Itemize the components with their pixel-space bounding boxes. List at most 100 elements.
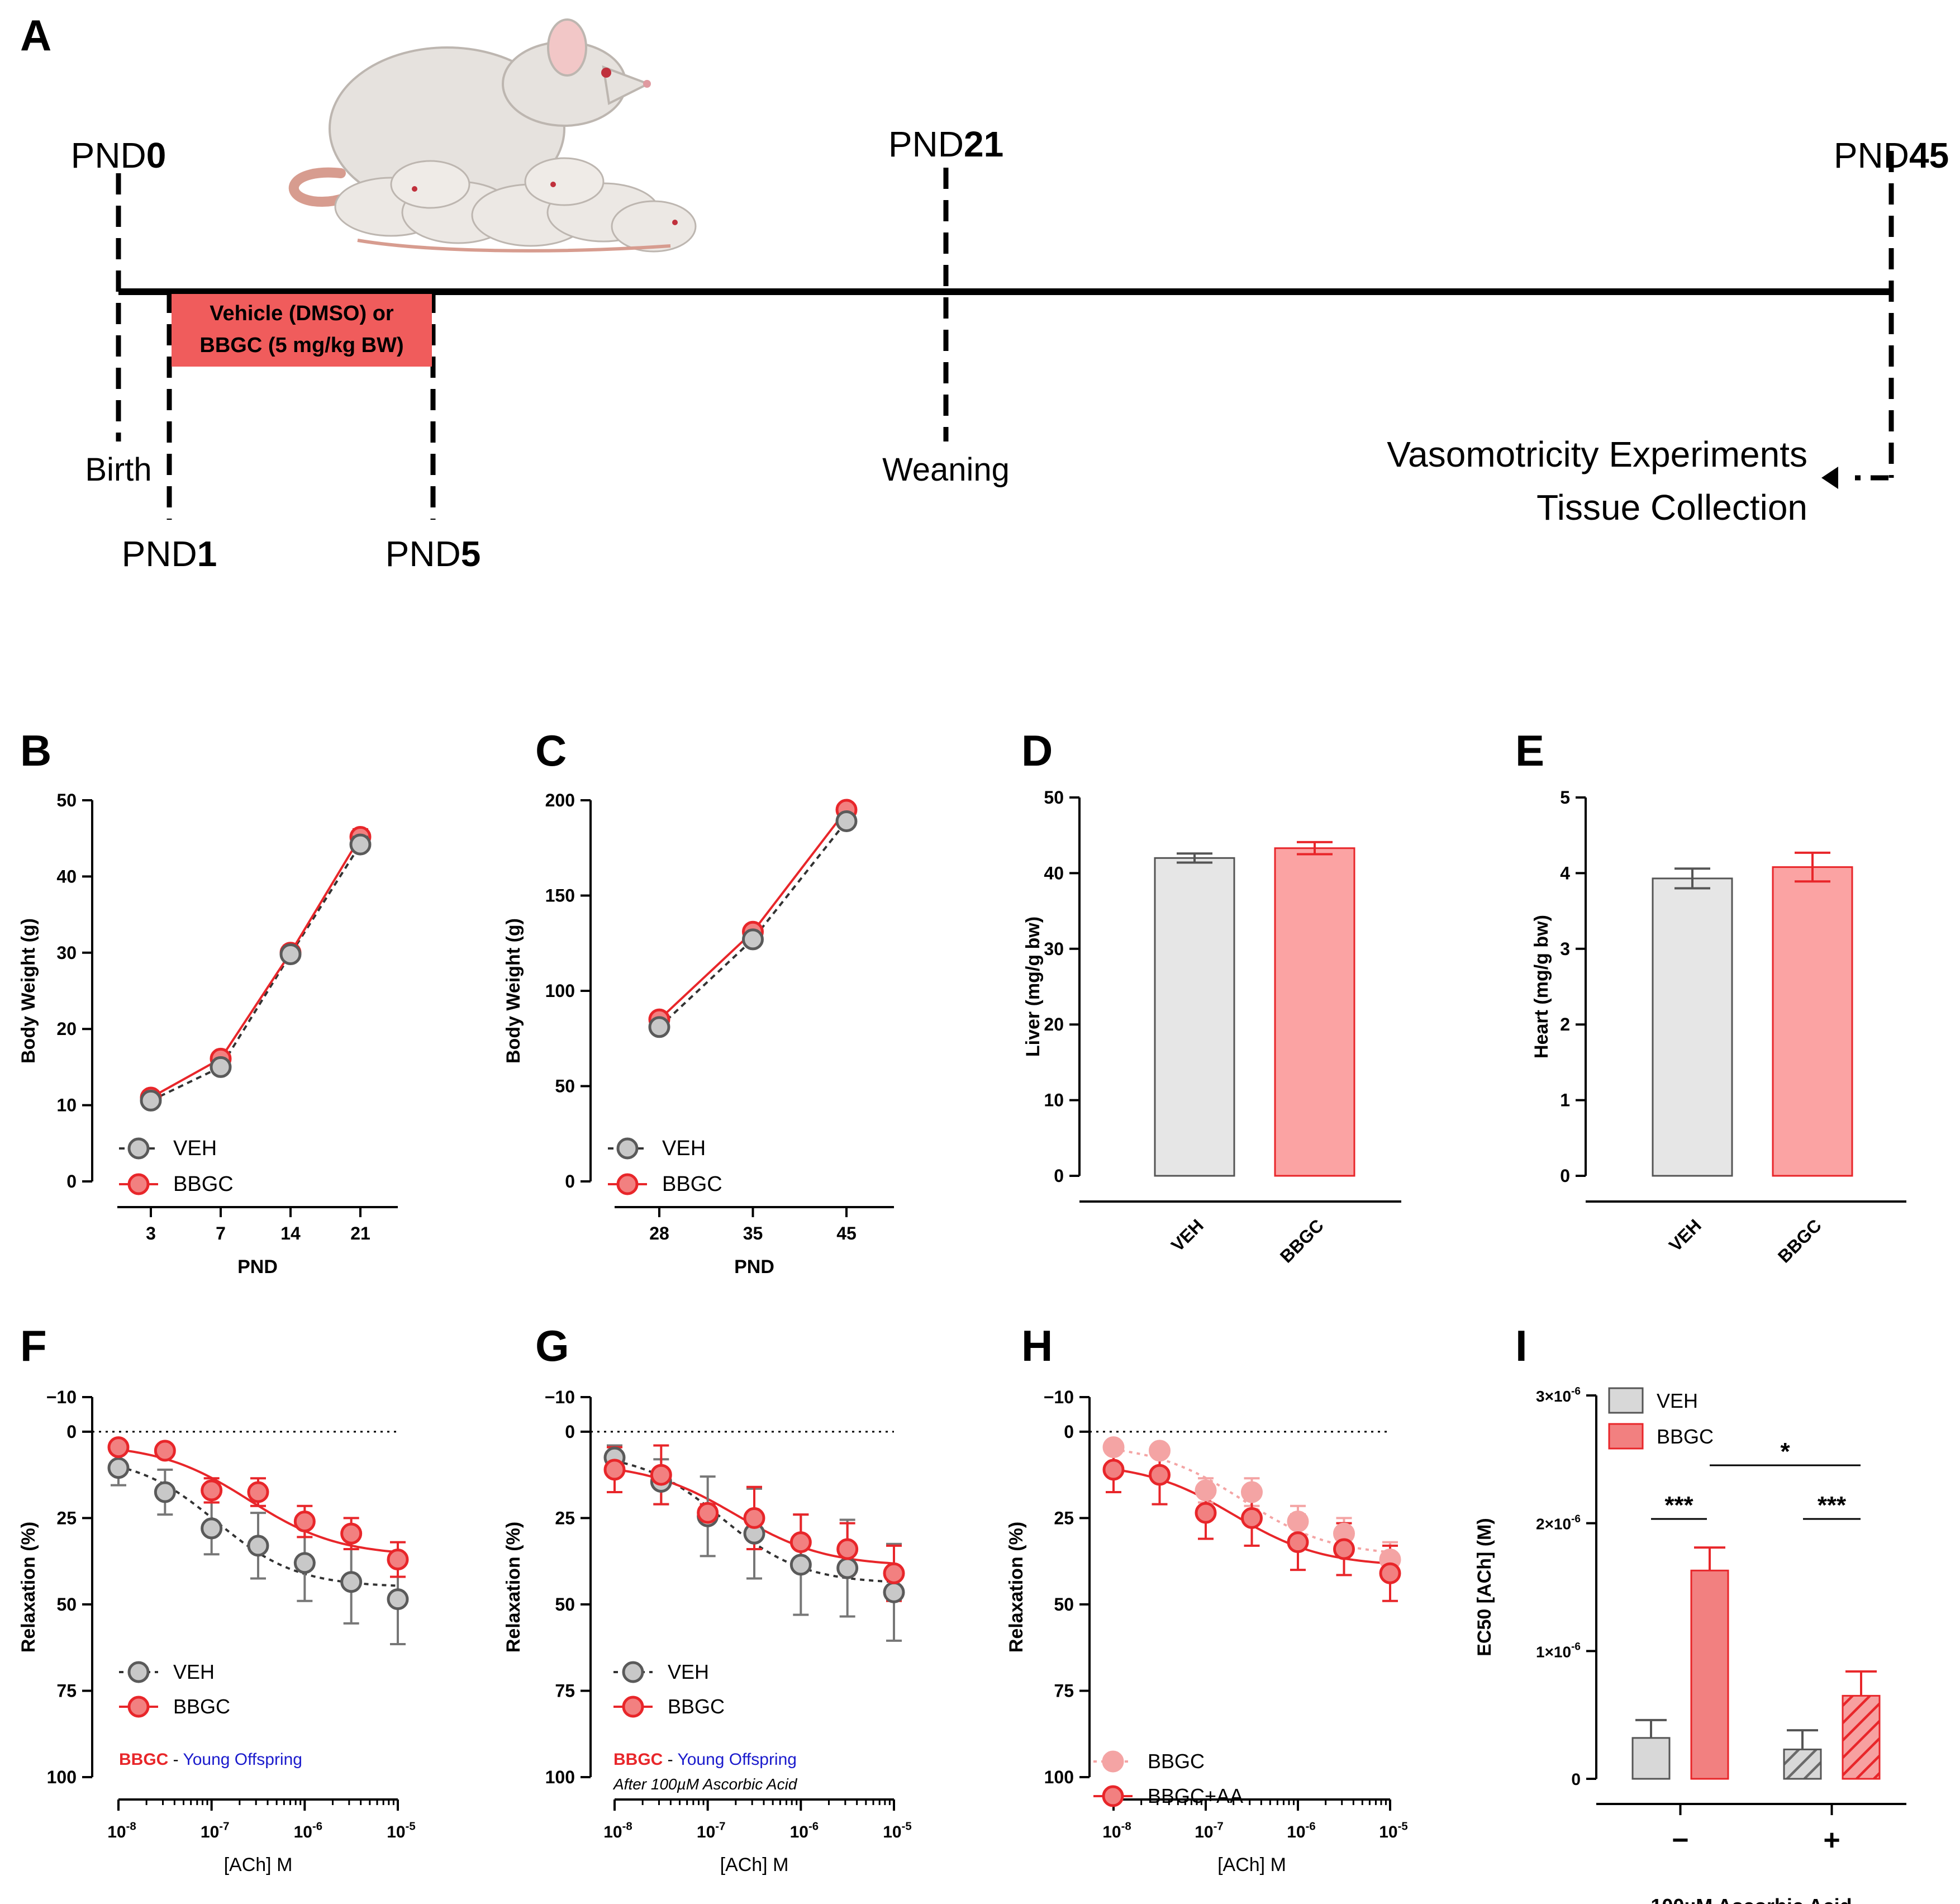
data-point-bbgc xyxy=(387,1549,409,1571)
x-tick-label: 14 xyxy=(280,1223,301,1243)
legend-label: BBGC xyxy=(1657,1425,1714,1448)
x-axis-label: [ACh] M xyxy=(720,1854,789,1875)
y-tick-label: 25 xyxy=(56,1508,77,1528)
panel-letter-b: B xyxy=(20,726,51,775)
y-tick-label: −10 xyxy=(1044,1387,1074,1407)
data-point-veh xyxy=(349,833,372,856)
x-tick-label: 10-5 xyxy=(883,1821,912,1842)
legend-label: BBGC xyxy=(662,1172,722,1196)
data-point-veh xyxy=(883,1581,905,1603)
series-line-bbgc xyxy=(150,836,361,1099)
data-point-bbgc xyxy=(883,1562,905,1584)
x-tick-label: 10-7 xyxy=(697,1821,726,1842)
y-tick-label: 75 xyxy=(56,1680,77,1701)
data-point-veh xyxy=(648,1016,670,1038)
x-tick-label: 21 xyxy=(350,1223,370,1243)
data-point-bbgc+aa xyxy=(1149,1464,1171,1486)
data-point-bbgc+aa xyxy=(1195,1502,1217,1524)
y-tick-label: 75 xyxy=(555,1680,575,1701)
bar-veh xyxy=(1154,857,1235,1177)
x-tick-label: 28 xyxy=(649,1223,669,1243)
panel-g-chart: G −10 0 25 50 75 100 10-8 10-7 10-6 10-5 [ACh] M Rel… xyxy=(503,1321,912,1875)
panel-letter-h: H xyxy=(1021,1321,1053,1370)
y-tick-label: 50 xyxy=(555,1594,575,1615)
pnd5-label: PND5 xyxy=(386,534,481,574)
data-point-veh xyxy=(107,1457,130,1479)
legend-marker xyxy=(622,1696,644,1718)
y-tick-label: 100 xyxy=(47,1767,77,1787)
data-point-veh xyxy=(387,1588,409,1611)
x-tick-label: 10-8 xyxy=(107,1821,136,1842)
y-axis-label: Heart (mg/g bw) xyxy=(1531,915,1552,1058)
x-axis-label: PND xyxy=(734,1256,774,1278)
data-point-veh xyxy=(140,1089,162,1112)
data-point-bbgc xyxy=(743,1507,765,1529)
data-point-bbgc xyxy=(1149,1440,1171,1462)
x-tick-label: 10-8 xyxy=(603,1821,632,1842)
data-point-bbgc+aa xyxy=(1379,1562,1401,1584)
y-tick-label: 30 xyxy=(56,943,77,963)
y-tick-label: 150 xyxy=(545,886,575,906)
y-tick-label: 50 xyxy=(555,1076,575,1096)
legend-label: VEH xyxy=(1657,1389,1698,1412)
data-point-bbgc xyxy=(154,1440,176,1462)
y-tick-label: 30 xyxy=(1044,939,1064,959)
data-point-bbgc+aa xyxy=(1102,1459,1125,1481)
bar-veh-no-aa xyxy=(1631,1737,1671,1780)
series-line-veh xyxy=(658,820,848,1028)
y-tick-label: 100 xyxy=(545,1767,575,1787)
y-tick-label: 100 xyxy=(545,981,575,1001)
data-point-bbgc+aa xyxy=(1333,1538,1355,1560)
legend-label: VEH xyxy=(668,1660,709,1683)
data-point-bbgc+aa xyxy=(1287,1531,1309,1554)
y-tick-label: 40 xyxy=(56,866,77,886)
legend-label: VEH xyxy=(173,1660,215,1683)
bar-veh xyxy=(1652,877,1733,1177)
pnd1-label: PND1 xyxy=(122,534,217,574)
y-tick-label: 200 xyxy=(545,790,575,810)
x-tick-label: 7 xyxy=(216,1223,226,1243)
x-tick-label: 10-7 xyxy=(1195,1821,1224,1842)
arrow-left-icon xyxy=(1821,467,1838,489)
endpoint-label-1: Vasomotricity Experiments xyxy=(1387,434,1807,474)
y-tick-label: 25 xyxy=(1054,1508,1074,1528)
y-tick-label: 50 xyxy=(1044,787,1064,808)
y-axis-label: Relaxation (%) xyxy=(503,1522,524,1653)
data-point-bbgc xyxy=(201,1479,223,1502)
y-tick-label: 0 xyxy=(1054,1166,1064,1186)
x-tick-label: 10-5 xyxy=(387,1821,416,1842)
data-point-bbgc xyxy=(789,1531,812,1554)
data-point-veh xyxy=(789,1554,812,1576)
panel-letter-e: E xyxy=(1515,726,1544,775)
panel-f-chart: F −10 0 25 50 75 100 10-8 10-7 10-6 10-5 [ACh] M Rel… xyxy=(18,1321,416,1875)
data-point-bbgc xyxy=(340,1522,363,1545)
rat-with-pups-icon xyxy=(288,18,697,253)
legend-label: BBGC xyxy=(1148,1750,1205,1773)
y-tick-label: 10 xyxy=(56,1095,77,1115)
significance-label: *** xyxy=(1818,1492,1847,1519)
pnd45-label: PND45 xyxy=(1834,135,1949,175)
data-point-bbgc xyxy=(1241,1481,1263,1503)
legend-marker-veh xyxy=(127,1137,150,1160)
data-point-veh xyxy=(836,1557,859,1579)
y-tick-label: 5 xyxy=(1560,787,1570,808)
pnd0-label: PND0 xyxy=(71,135,166,175)
data-point-veh xyxy=(201,1517,223,1540)
y-tick-label: 10 xyxy=(1044,1090,1064,1110)
y-tick-label: 0 xyxy=(1064,1422,1074,1442)
legend-label: BBGC xyxy=(173,1172,234,1196)
panel-letter-f: F xyxy=(20,1321,47,1370)
significance-label: * xyxy=(1780,1438,1790,1465)
bar-veh-aa xyxy=(1783,1748,1822,1780)
y-tick-label: 50 xyxy=(1054,1594,1074,1615)
data-point-bbgc xyxy=(293,1511,316,1533)
endpoint-label-2: Tissue Collection xyxy=(1536,487,1807,528)
y-tick-label: 3 xyxy=(1560,939,1570,959)
y-axis-label: Body Weight (g) xyxy=(18,918,39,1063)
data-point-veh xyxy=(247,1535,269,1557)
y-tick-label: 20 xyxy=(1044,1014,1064,1034)
data-point-veh xyxy=(835,810,858,833)
